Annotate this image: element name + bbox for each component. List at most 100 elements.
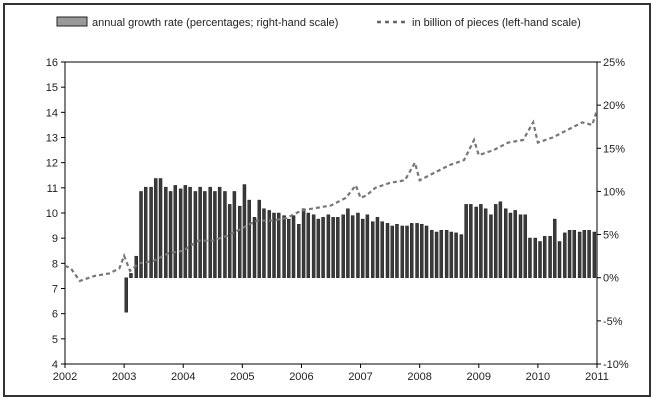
growth-bar [434, 231, 439, 278]
growth-bar [297, 224, 301, 278]
growth-bar [533, 237, 538, 278]
growth-bar [395, 224, 399, 278]
growth-bar [439, 230, 444, 278]
growth-bar [311, 214, 316, 278]
growth-bar [454, 232, 458, 278]
growth-bar [237, 205, 242, 278]
growth-bar [168, 191, 173, 278]
growth-bar [489, 214, 493, 278]
y-left-tick-label: 10 [46, 208, 58, 220]
growth-bar [390, 225, 394, 278]
growth-bar [577, 231, 582, 278]
x-tick-label: 2002 [53, 371, 77, 383]
y-right-tick-label: 15% [603, 143, 625, 155]
growth-bar [543, 236, 547, 278]
y-left-tick-label: 16 [46, 57, 58, 69]
chart-frame: annual growth rate (percentages; right-h… [3, 3, 651, 397]
growth-bar [326, 214, 331, 278]
growth-bar [449, 231, 454, 278]
growth-bar [247, 199, 251, 278]
growth-bar [139, 191, 143, 278]
chart-svg: annual growth rate (percentages; right-h… [46, 16, 629, 383]
growth-bar [504, 208, 508, 278]
legend-bar-label: annual growth rate (percentages; right-h… [92, 17, 338, 29]
x-tick-label: 2004 [171, 371, 195, 383]
growth-bar [287, 218, 291, 278]
growth-bar [306, 212, 311, 278]
growth-bar [350, 215, 355, 278]
growth-bar [232, 191, 237, 278]
pieces-line [64, 109, 599, 283]
growth-bar [420, 224, 424, 278]
legend-line-label: in billion of pieces (left-hand scale) [412, 17, 581, 29]
y-right-tick-label: 10% [603, 186, 625, 198]
growth-bar [459, 234, 464, 278]
growth-bar [375, 217, 380, 278]
growth-bar [129, 273, 133, 278]
growth-bar [267, 210, 272, 278]
y-left-tick-label: 12 [46, 158, 58, 170]
growth-bar [262, 208, 266, 278]
growth-bar [365, 214, 370, 278]
growth-bar [380, 221, 384, 278]
growth-bar [149, 186, 153, 278]
growth-bar [528, 237, 532, 278]
x-tick-label: 2007 [348, 371, 372, 383]
y-left-tick-label: 7 [52, 284, 58, 296]
y-left-tick-label: 4 [52, 359, 58, 371]
growth-bar [223, 191, 227, 278]
growth-bar [173, 185, 178, 278]
y-right-tick-label: -10% [603, 359, 629, 371]
growth-bar [553, 218, 557, 278]
growth-bar [346, 208, 350, 278]
growth-bar [400, 225, 405, 278]
growth-bar [291, 215, 296, 278]
growth-bar [572, 230, 577, 278]
growth-bar [360, 218, 365, 278]
x-tick-label: 2003 [112, 371, 136, 383]
growth-bar [592, 231, 597, 278]
growth-bar [548, 236, 552, 278]
growth-bar [252, 217, 257, 278]
growth-bar [301, 208, 306, 278]
x-tick-label: 2011 [585, 371, 609, 383]
x-tick-label: 2009 [467, 371, 491, 383]
growth-bar [144, 186, 148, 278]
growth-bar [208, 186, 212, 278]
legend: annual growth rate (percentages; right-h… [56, 16, 581, 29]
legend-bar-swatch [56, 16, 88, 27]
growth-bar [464, 204, 468, 278]
growth-bar [272, 212, 276, 278]
growth-bar [424, 225, 429, 278]
growth-bar [227, 204, 232, 278]
growth-bar [217, 186, 222, 278]
growth-bar [193, 191, 198, 278]
growth-bar [483, 208, 488, 278]
growth-bar [154, 178, 158, 278]
y-left-tick-label: 6 [52, 309, 58, 321]
growth-bar [341, 214, 345, 278]
growth-bar [203, 191, 207, 278]
y-left-tick-label: 15 [46, 82, 58, 94]
growth-bar [321, 217, 325, 278]
x-tick-label: 2005 [230, 371, 254, 383]
growth-bar [405, 225, 409, 278]
growth-bar [257, 199, 261, 278]
growth-bar [356, 212, 360, 278]
growth-bar [188, 186, 192, 278]
growth-bar [316, 218, 321, 278]
y-left-tick-label: 8 [52, 258, 58, 270]
growth-bar [493, 204, 498, 278]
growth-bar [563, 232, 567, 278]
growth-bar [557, 241, 562, 278]
growth-bar [385, 223, 390, 278]
growth-bar [430, 230, 434, 278]
y-left-tick-label: 13 [46, 133, 58, 145]
growth-bar [198, 186, 202, 278]
y-left-tick-label: 9 [52, 233, 58, 245]
growth-bar [371, 221, 375, 278]
x-tick-label: 2010 [526, 371, 550, 383]
growth-bar [282, 215, 286, 278]
growth-bar [474, 206, 478, 278]
x-tick-label: 2008 [407, 371, 431, 383]
